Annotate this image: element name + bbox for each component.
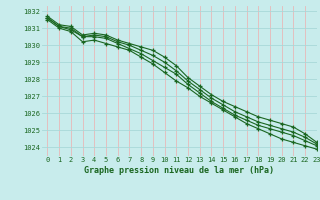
- X-axis label: Graphe pression niveau de la mer (hPa): Graphe pression niveau de la mer (hPa): [84, 166, 274, 175]
